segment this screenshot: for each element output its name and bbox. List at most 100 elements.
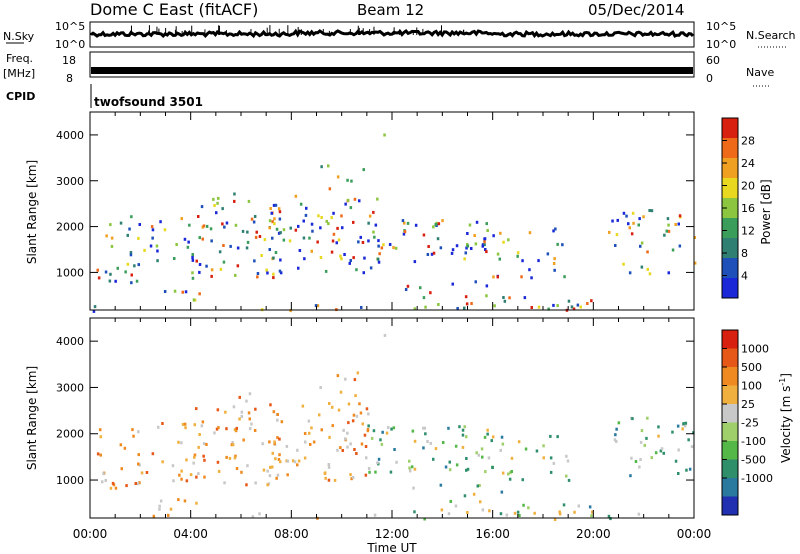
colorbar-swatch — [722, 158, 738, 179]
heatmap-cell — [336, 374, 340, 378]
heatmap-cell — [111, 481, 115, 485]
heatmap-cell — [403, 221, 406, 225]
heatmap-cell — [258, 235, 262, 238]
heatmap-cell — [346, 178, 349, 182]
heatmap-cell — [233, 192, 236, 196]
heatmap-cell — [158, 507, 161, 511]
heatmap-cell — [128, 227, 131, 231]
heatmap-cell — [109, 223, 112, 227]
heatmap-cell — [480, 447, 484, 451]
heatmap-cell — [149, 244, 153, 248]
heatmap-cell — [238, 395, 241, 399]
heatmap-cell — [383, 133, 386, 137]
heatmap-cell — [643, 443, 646, 447]
heatmap-cell — [481, 455, 484, 459]
heatmap-cell — [490, 439, 493, 443]
heatmap-cell — [339, 390, 343, 394]
heatmap-cell — [217, 426, 220, 430]
heatmap-cell — [485, 222, 488, 226]
heatmap-cell — [346, 431, 349, 435]
heatmap-cell — [365, 407, 369, 411]
heatmap-cell — [677, 222, 680, 226]
heatmap-cell — [203, 458, 206, 462]
heatmap-cell — [419, 286, 422, 290]
heatmap-cell — [130, 273, 133, 277]
heatmap-cell — [547, 307, 550, 311]
heatmap-cell — [180, 441, 183, 445]
colorbar-swatch — [722, 441, 738, 460]
nave-label: Nave — [746, 66, 774, 79]
heatmap-cell — [389, 470, 393, 474]
heatmap-cell — [455, 463, 459, 467]
power-ytick-label: 2000 — [56, 221, 84, 234]
velocity-ytick-label: 2000 — [56, 428, 84, 441]
heatmap-cell — [273, 222, 276, 226]
nsearch-label: N.Search — [746, 29, 796, 42]
heatmap-cell — [474, 280, 477, 284]
heatmap-cell — [475, 220, 479, 224]
heatmap-cell — [501, 471, 505, 475]
freq-tick-bottom: 8 — [66, 72, 73, 85]
heatmap-cell — [674, 223, 677, 226]
heatmap-cell — [437, 222, 441, 226]
heatmap-cell — [368, 470, 371, 474]
power-panel: 1000 2000 3000 4000 Slant Range [km] 4 8 12 16… — [25, 111, 773, 313]
colorbar-swatch — [722, 478, 738, 497]
heatmap-cell — [682, 422, 685, 426]
heatmap-cell — [628, 271, 632, 275]
beam-label: Beam 12 — [357, 1, 424, 19]
heatmap-cell — [320, 428, 323, 432]
heatmap-cell — [261, 442, 264, 446]
heatmap-cell — [353, 378, 357, 382]
heatmap-cell — [565, 454, 568, 458]
colorbar-swatch — [722, 198, 738, 219]
x-tick-label: 00:00 — [677, 527, 712, 541]
heatmap-cell — [380, 246, 384, 250]
heatmap-cell — [450, 251, 454, 255]
heatmap-cell — [137, 462, 140, 466]
heatmap-cell — [351, 419, 355, 423]
heatmap-cell — [358, 199, 361, 203]
heatmap-cell — [180, 217, 183, 221]
heatmap-cell — [251, 515, 255, 519]
heatmap-cell — [223, 481, 226, 485]
heatmap-cell — [145, 471, 149, 474]
heatmap-cell — [507, 238, 510, 242]
heatmap-cell — [136, 482, 140, 486]
colorbar-tick-label: -500 — [741, 454, 766, 467]
heatmap-cell — [137, 263, 140, 267]
heatmap-cell — [590, 299, 593, 303]
nsearch-tick-bottom: 10^0 — [706, 38, 736, 51]
heatmap-cell — [270, 211, 273, 215]
heatmap-cell — [188, 223, 191, 227]
heatmap-cell — [616, 218, 619, 222]
heatmap-cell — [215, 211, 218, 215]
date-label: 05/Dec/2014 — [588, 1, 684, 19]
heatmap-cell — [370, 436, 374, 440]
heatmap-cell — [465, 435, 468, 439]
heatmap-cell — [409, 469, 412, 473]
heatmap-cell — [463, 425, 466, 429]
heatmap-cell — [552, 461, 556, 465]
heatmap-cell — [493, 304, 496, 308]
heatmap-cell — [219, 267, 223, 271]
heatmap-cell — [638, 465, 641, 469]
heatmap-cell — [426, 253, 430, 256]
heatmap-cell — [293, 460, 297, 464]
heatmap-cell — [265, 268, 268, 272]
heatmap-cell — [216, 201, 219, 205]
heatmap-cell — [565, 474, 568, 478]
heatmap-cell — [282, 228, 286, 232]
heatmap-cell — [671, 248, 675, 252]
colorbar-tick-label: -25 — [741, 417, 759, 430]
heatmap-cell — [224, 410, 227, 414]
velocity-colorbar-label: Velocity [m s-1] — [778, 373, 793, 463]
heatmap-cell — [372, 429, 376, 433]
heatmap-cell — [554, 227, 557, 231]
heatmap-cell — [378, 252, 381, 256]
heatmap-cell — [349, 473, 352, 477]
heatmap-cell — [266, 483, 269, 487]
heatmap-cell — [563, 275, 566, 279]
x-tick-label: 16:00 — [475, 527, 510, 541]
heatmap-cell — [590, 514, 593, 518]
